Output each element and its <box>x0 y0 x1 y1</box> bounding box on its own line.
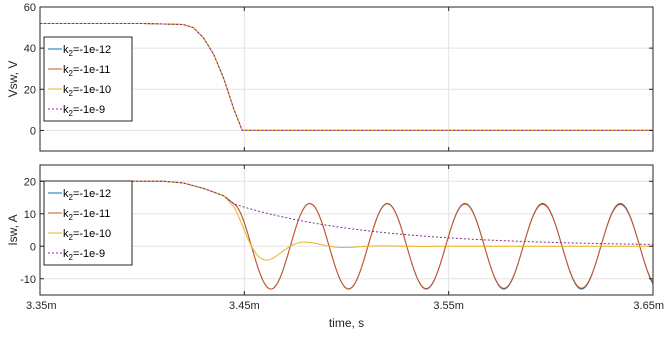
legend-entry: k2=-1e-9 <box>63 104 105 118</box>
legend-entry: k2=-1e-12 <box>63 188 111 202</box>
x-tick-label: 3.65m <box>633 300 664 312</box>
y-tick-label: 60 <box>24 2 36 14</box>
y-tick-label: 20 <box>24 84 36 96</box>
y-axis-label: Vsw, V <box>6 61 20 98</box>
axes-box <box>39 6 654 152</box>
legend-box <box>43 36 133 122</box>
y-axis-label: Isw, A <box>6 214 20 245</box>
legend-entry: k2=-1e-11 <box>63 208 110 222</box>
x-tick-label: 3.45m <box>229 300 260 312</box>
legend: k2=-1e-12 k2=-1e-11 k2=-1e-10 k2=-1e-9 <box>43 180 133 266</box>
plot-area <box>40 165 653 295</box>
x-tick-label: 3.55m <box>433 300 464 312</box>
legend-box <box>43 180 133 266</box>
y-tick-label: 20 <box>24 176 36 188</box>
legend-entry: k2=-1e-9 <box>63 248 105 262</box>
plot-area <box>40 7 653 151</box>
y-tick-label: -10 <box>20 274 36 286</box>
current-panel: -10 0 10 20 3.35m 3.45m 3.55m 3.65m Isw, A time, … <box>6 164 664 330</box>
y-tick-label: 0 <box>30 125 36 137</box>
axes-box <box>39 164 654 296</box>
legend-entry: k2=-1e-10 <box>63 228 111 242</box>
series-group <box>40 180 653 290</box>
legend-entry: k2=-1e-12 <box>63 44 111 58</box>
y-tick-label: 0 <box>30 241 36 253</box>
y-tick-label: 10 <box>24 209 36 221</box>
voltage-panel: 0 20 40 60 Vsw, V k2=-1e-12 k2=-1e-11 k2=-1e-10… <box>6 2 654 152</box>
x-axis-label: time, s <box>329 316 364 330</box>
y-tick-label: 40 <box>24 43 36 55</box>
legend-entry: k2=-1e-10 <box>63 84 111 98</box>
series-line-3 <box>40 22 653 131</box>
x-tick-label: 3.35m <box>26 300 57 312</box>
legend: k2=-1e-12 k2=-1e-11 k2=-1e-10 k2=-1e-9 <box>43 36 133 122</box>
legend-entry: k2=-1e-11 <box>63 64 110 78</box>
series-group <box>40 22 653 131</box>
series-line-2 <box>40 180 653 261</box>
